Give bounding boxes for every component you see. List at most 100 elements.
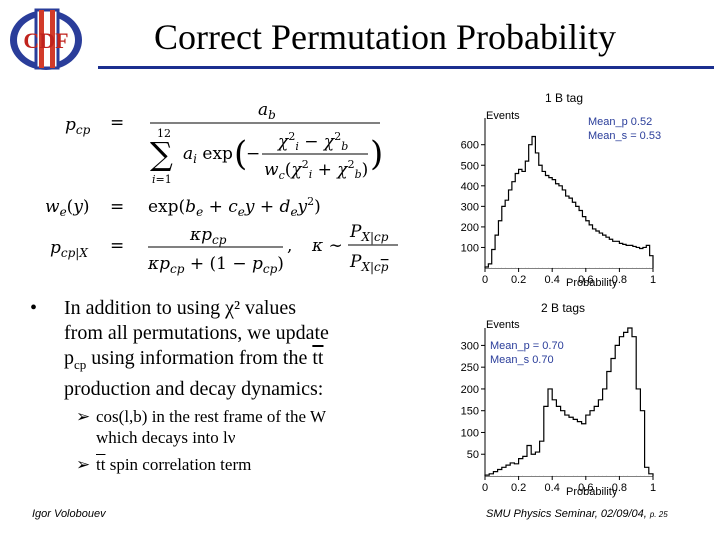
histogram-bin [531,454,536,476]
y-tick-label: 50 [467,449,479,461]
histogram-bin [528,144,533,268]
eq3-denominator: κpcp + (1 − pcp) [147,254,284,276]
legend-entry: Mean_s 0.70 [490,354,554,366]
footer-author: Igor Volobouev [32,508,106,520]
histogram-bin [505,200,509,268]
histogram-bin [535,452,540,476]
histogram-bin [510,462,515,476]
svg-text:=: = [110,197,124,217]
histogram-bin [498,220,502,268]
histogram-bin [623,332,628,476]
histogram-bin [611,358,616,476]
histogram-bin [595,231,600,268]
x-tick-label: 0.8 [612,274,627,286]
ttbar-symbol: tt [312,347,324,369]
eq1-equals: = [110,113,124,133]
y-tick-label: 200 [461,222,479,234]
histogram-bin [548,388,553,476]
x-tick-label: 0.4 [545,274,560,286]
eq2-lhs: we(y) [45,197,90,219]
x-tick-label: 0.8 [612,482,627,494]
svg-text:∑: ∑ [150,135,173,173]
y-tick-label: 500 [461,160,479,172]
histogram-bin [640,410,645,476]
histogram-bin [488,263,492,268]
histogram-bin [582,216,586,268]
histogram-bin [612,241,617,268]
histogram-bin [606,371,611,476]
histogram-bin [560,410,565,476]
svg-text:(: ( [234,134,247,174]
x-tick-label: 0.2 [511,274,526,286]
x-axis-label: Probability [566,486,618,498]
x-tick-label: 0.6 [578,274,593,286]
histogram-bin [495,235,499,268]
histogram-bin [616,241,620,268]
histogram-bin [609,239,613,268]
histogram-bin [636,247,640,268]
histogram-bin [539,441,544,476]
x-axis-label: Probability [566,277,618,289]
histogram-bin [564,415,569,476]
histogram-bin [590,410,595,476]
y-tick-label: 100 [461,427,479,439]
histogram-bin [525,161,529,268]
svg-text:κ ∼: κ ∼ [311,236,343,256]
histogram-bin [558,185,563,268]
chart-title: 1 B tag [545,91,583,105]
histogram-bin [579,210,583,268]
footer-venue: SMU Physics Seminar, 02/09/04, p. 25 [486,508,668,520]
histogram-bin [506,465,511,476]
histogram-bin [622,244,627,268]
histogram-bin [569,417,574,476]
histogram-bin [545,175,549,268]
svg-text:−: − [246,144,260,164]
histogram-bin [649,255,653,268]
histogram-bin [575,206,580,268]
sub-bullet-2: tt spin correlation term [96,455,252,474]
histogram-bin [511,181,516,268]
histogram-bin [602,388,607,476]
histogram-bin [602,235,606,268]
histogram-bin [493,471,498,476]
histogram-bin [599,233,603,268]
histogram-bin [491,249,496,268]
histogram-bin [518,169,522,268]
sub-bullet-1: cos(l,b) in the rest frame of the W whic… [96,407,327,447]
histogram-bin [569,198,573,268]
title-rule [98,66,714,69]
legend-entry: Mean_p = 0.70 [490,340,564,352]
histogram-bin [515,173,519,268]
x-tick-label: 1 [650,482,656,494]
histogram-bin [562,189,566,268]
histogram-bin [501,467,506,476]
equations-block: pcp = ab 12 ∑ i=1 ai exp ( − χ2i − χ2b w… [45,100,398,276]
footer-page: p. 25 [649,510,668,519]
histogram-bin [522,456,527,476]
y-tick-label: 150 [461,406,479,418]
histogram-bin [542,171,546,268]
legend-entry: Mean_s = 0.53 [588,130,661,142]
legend-entry: Mean_p 0.52 [588,116,652,128]
histogram-bin [552,399,557,476]
histogram-bin [497,469,502,476]
main-bullet-line4: production and decay dynamics: [64,378,324,400]
main-bullet-line3: pcp using information from the tt [64,347,324,372]
y-tick-label: 600 [461,140,479,152]
histogram-bin [577,421,582,476]
main-bullet-line1: In addition to using χ² values [64,297,297,319]
histogram-bin [532,136,536,268]
histogram-bin [626,245,630,268]
histogram-bin [514,463,519,476]
x-tick-label: 0.2 [511,482,526,494]
histogram-bin [598,399,603,476]
eq3-numerator: κpcp [189,225,227,247]
svg-text:wc(χ2i + χ2b): wc(χ2i + χ2b) [264,158,368,182]
x-tick-label: 1 [650,274,656,286]
bullet-marker: • [30,297,38,319]
histogram-bin [619,243,623,268]
eq2-rhs: exp(be + cey + dey2) [148,195,321,219]
histogram-outline [484,135,654,268]
slide-title: Correct Permutation Probability [154,17,616,57]
svg-text:χ2i − χ2b: χ2i − χ2b [277,130,348,153]
